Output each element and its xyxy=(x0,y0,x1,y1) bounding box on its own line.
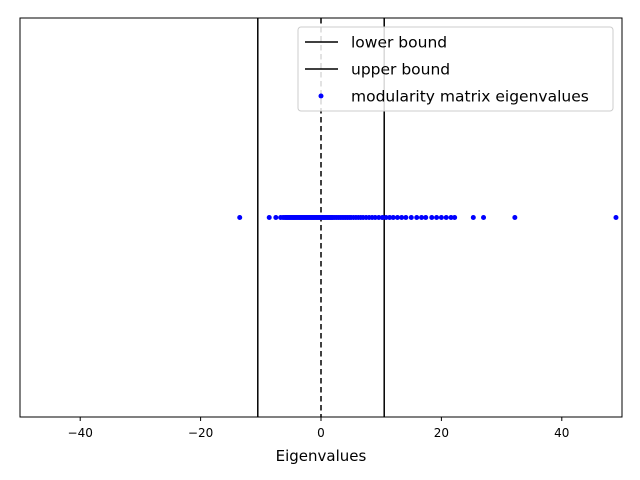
eigenvalue-point xyxy=(379,215,385,220)
x-axis: −40 −20 0 20 40 xyxy=(68,417,569,440)
eigenvalue-point xyxy=(429,215,435,220)
legend-box xyxy=(297,26,614,112)
eigenvalue-point xyxy=(403,215,409,220)
legend-label: upper bound xyxy=(351,61,450,79)
x-tick-label: −20 xyxy=(188,426,213,440)
legend-label: lower bound xyxy=(351,34,447,52)
x-axis-label: Eigenvalues xyxy=(276,447,367,465)
eigenvalue-point xyxy=(390,215,396,220)
eigenvalue-point xyxy=(372,215,378,220)
eigenvalue-point xyxy=(613,215,619,220)
eigenvalue-point xyxy=(237,215,243,220)
eigenvalue-point xyxy=(448,215,454,220)
eigenvalue-point xyxy=(387,215,393,220)
eigenvalue-point xyxy=(438,215,444,220)
eigenvalue-point xyxy=(423,215,429,220)
eigenvalue-point xyxy=(273,215,279,220)
eigenvalue-point xyxy=(383,215,389,220)
legend: lower bound upper bound modularity matrix … xyxy=(297,26,614,112)
eigenvalue-point xyxy=(376,215,382,220)
eigenvalue-point xyxy=(394,215,400,220)
eigenvalue-point xyxy=(512,215,518,220)
x-tick-label: −40 xyxy=(68,426,93,440)
eigenvalue-point xyxy=(408,215,414,220)
eigenvalue-point xyxy=(414,215,420,220)
eigenvalue-point xyxy=(434,215,440,220)
legend-label: modularity matrix eigenvalues xyxy=(351,88,589,106)
x-tick-label: 0 xyxy=(317,426,325,440)
eigenvalue-point xyxy=(443,215,449,220)
data-points xyxy=(237,215,619,220)
legend-dot-marker xyxy=(318,93,324,99)
eigenvalue-point xyxy=(481,215,487,220)
eigenvalue-point xyxy=(399,215,405,220)
x-tick-label: 40 xyxy=(554,426,569,440)
eigenvalue-point xyxy=(419,215,425,220)
eigenvalue-point xyxy=(452,215,458,220)
x-tick-label: 20 xyxy=(434,426,449,440)
eigenvalue-point xyxy=(266,215,272,220)
eigenvalue-point xyxy=(470,215,476,220)
